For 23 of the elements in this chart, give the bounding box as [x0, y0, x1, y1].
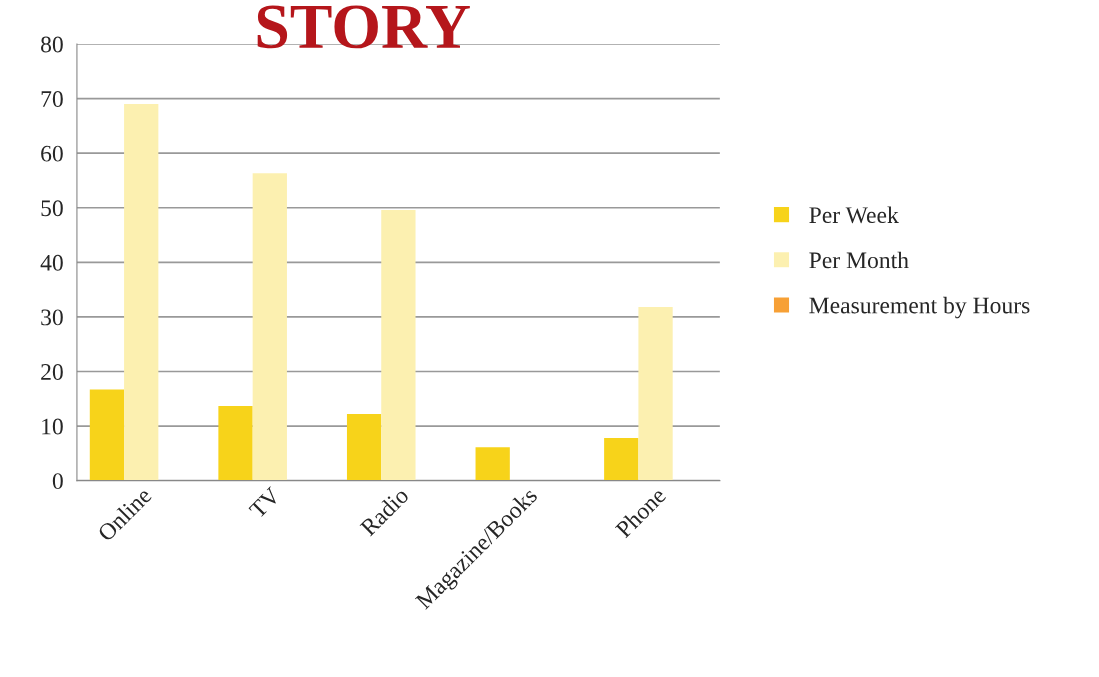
- y-tick-label: 60: [41, 145, 63, 162]
- y-tick-label: 30: [41, 309, 63, 326]
- bar: [252, 173, 287, 481]
- y-tick-label: 10: [42, 418, 63, 435]
- y-tick-label: 50: [41, 200, 63, 217]
- bar: [124, 104, 159, 481]
- bar: [346, 414, 382, 481]
- bar: [604, 438, 639, 481]
- legend-label: Measurement by Hours: [809, 296, 1030, 319]
- y-tick-label: 70: [41, 91, 63, 108]
- bar: [475, 447, 510, 481]
- y-tick-label: 20: [41, 363, 63, 380]
- bar: [638, 307, 673, 481]
- bar: [381, 209, 416, 481]
- bar: [218, 405, 253, 481]
- bar: [89, 389, 125, 481]
- legend-label: Per Month: [809, 251, 909, 269]
- y-tick-label: 80: [41, 36, 63, 53]
- chart-title: STORY: [257, 5, 470, 49]
- y-tick-label: 0: [52, 473, 63, 490]
- x-tick-label: TV: [248, 486, 282, 520]
- y-tick-label: 40: [40, 254, 63, 271]
- legend-label: Per Week: [809, 206, 899, 224]
